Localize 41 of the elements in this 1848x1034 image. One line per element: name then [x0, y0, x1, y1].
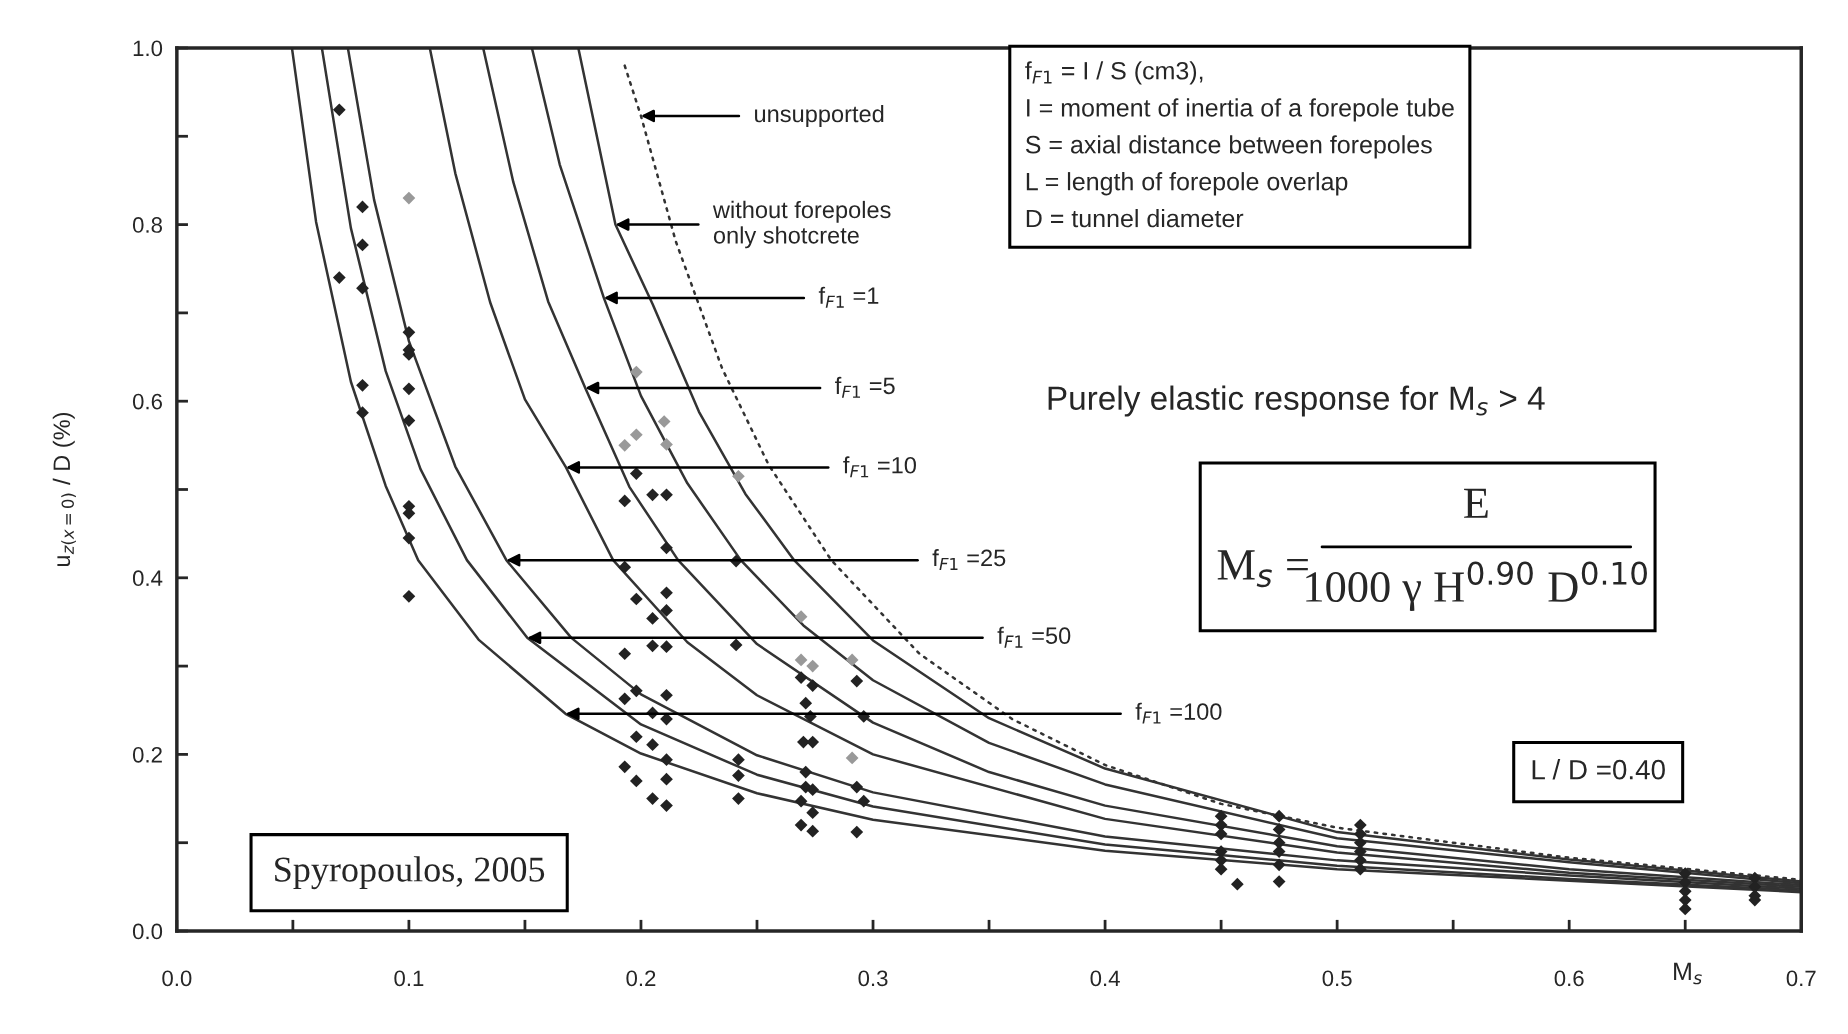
y-tick-label: 0.2: [132, 746, 162, 763]
point: [806, 659, 820, 673]
annotation: E: [1464, 488, 1488, 518]
annotation: f$_{F1}$ = I / S (cm3), I = moment of inertia of a forepole tube S = axial distance between forepoles L = length of forepole overlap D = tunnel diameter: [1025, 61, 1454, 228]
y-tick-label: 0.8: [132, 217, 162, 233]
point: [845, 653, 859, 667]
x-tick-label: 0.0: [162, 970, 192, 987]
annotation: Purely elastic response for M$_{s}$ > 4: [1048, 385, 1545, 417]
annotation: f$_{F1}$ =5: [835, 376, 895, 398]
x-axis-title: M$_{s}$: [1674, 962, 1702, 985]
annotation: f$_{F1}$ =1: [818, 286, 879, 308]
x-tick-label: 0.3: [858, 970, 888, 987]
y-tick-label: 0.4: [132, 570, 163, 587]
annotation: without forepoles only shotcrete: [712, 200, 891, 249]
annotation: f$_{F1}$ =10: [843, 456, 916, 478]
point: [732, 469, 745, 483]
y-axis-title: u$_{z(x=0)}$ / D (%): [52, 412, 76, 567]
point: [657, 415, 671, 428]
annotation: f$_{F1}$ =25: [932, 549, 1006, 570]
annotation: unsupported: [755, 104, 884, 127]
x-tick-label: 0.1: [394, 970, 424, 987]
point: [402, 191, 416, 205]
point: [845, 751, 859, 765]
point: [794, 653, 808, 667]
x-tick-label: 0.6: [1554, 970, 1584, 987]
point: [794, 610, 808, 624]
y-tick-label: 1.0: [133, 40, 163, 57]
annotation: L / D =0.40: [1532, 759, 1665, 780]
point: [618, 438, 632, 452]
point: [629, 428, 643, 442]
annotation: f$_{F1}$ =100: [1135, 702, 1222, 724]
annotation: Spyropoulos, 2005: [275, 856, 545, 890]
x-tick-label: 0.5: [1322, 970, 1352, 987]
point: [660, 438, 673, 451]
y-tick-label: 0.0: [132, 923, 163, 940]
x-tick-label: 0.2: [626, 970, 656, 987]
point: [629, 365, 643, 379]
y-tick-label: 0.6: [132, 393, 162, 410]
x-tick-label: 0.7: [1786, 970, 1816, 987]
annotation: f$_{F1}$ =50: [997, 626, 1071, 648]
x-tick-label: 0.4: [1090, 970, 1120, 987]
